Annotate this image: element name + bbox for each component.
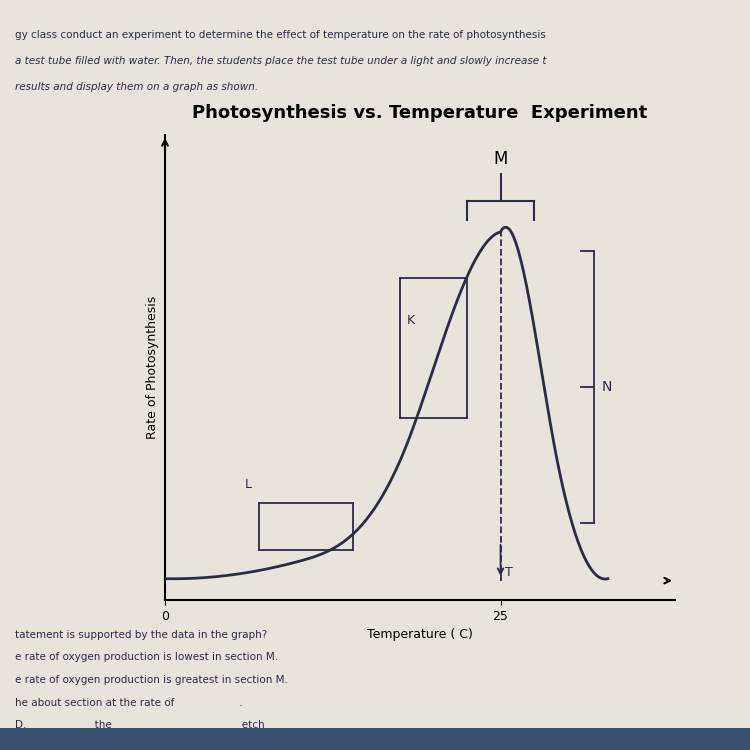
Text: K: K [406,314,415,327]
Text: M: M [494,150,508,168]
Text: D.                     the                                        etch: D. the etch [15,720,265,730]
Y-axis label: Rate of Photosynthesis: Rate of Photosynthesis [146,296,160,440]
Text: T: T [505,566,512,579]
Text: tatement is supported by the data in the graph?: tatement is supported by the data in the… [15,630,267,640]
X-axis label: Temperature ( C): Temperature ( C) [367,628,473,641]
Text: gy class conduct an experiment to determine the effect of temperature on the rat: gy class conduct an experiment to determ… [15,30,546,40]
Title: Photosynthesis vs. Temperature  Experiment: Photosynthesis vs. Temperature Experimen… [192,104,647,122]
Text: he about section at the rate of                    .: he about section at the rate of . [15,698,243,707]
Text: L: L [245,478,252,491]
Text: N: N [602,380,611,394]
Text: results and display them on a graph as shown.: results and display them on a graph as s… [15,82,258,92]
Text: a test tube filled with water. Then, the students place the test tube under a li: a test tube filled with water. Then, the… [15,56,547,66]
Text: e rate of oxygen production is lowest in section M.: e rate of oxygen production is lowest in… [15,652,278,662]
Text: e rate of oxygen production is greatest in section M.: e rate of oxygen production is greatest … [15,675,288,685]
